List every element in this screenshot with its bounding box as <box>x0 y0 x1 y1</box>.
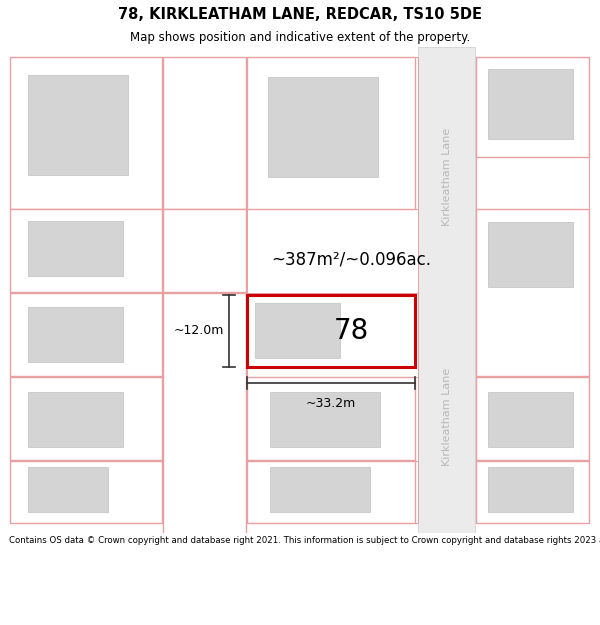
Bar <box>28 75 128 175</box>
Bar <box>418 47 475 533</box>
Text: Kirkleatham Lane: Kirkleatham Lane <box>442 128 452 226</box>
Text: Kirkleatham Lane: Kirkleatham Lane <box>442 368 452 466</box>
Bar <box>163 293 246 539</box>
Bar <box>10 377 162 460</box>
Bar <box>268 77 378 177</box>
Text: ~12.0m: ~12.0m <box>173 324 224 338</box>
Bar <box>28 467 108 512</box>
Text: Contains OS data © Crown copyright and database right 2021. This information is : Contains OS data © Crown copyright and d… <box>9 536 600 545</box>
Bar <box>476 377 589 460</box>
Bar <box>488 467 573 512</box>
Bar <box>247 377 415 460</box>
Bar <box>10 209 162 292</box>
Bar <box>10 461 162 523</box>
Bar <box>270 467 370 512</box>
Text: ~387m²/~0.096ac.: ~387m²/~0.096ac. <box>271 251 431 269</box>
Bar <box>28 307 123 362</box>
Bar <box>476 57 589 157</box>
Bar <box>163 57 246 209</box>
Bar <box>488 69 573 139</box>
Bar <box>488 222 573 287</box>
Bar <box>270 392 380 447</box>
Text: ~33.2m: ~33.2m <box>306 397 356 410</box>
Text: 78, KIRKLEATHAM LANE, REDCAR, TS10 5DE: 78, KIRKLEATHAM LANE, REDCAR, TS10 5DE <box>118 7 482 22</box>
Bar <box>476 461 589 523</box>
Bar <box>247 295 415 367</box>
Bar <box>28 392 123 447</box>
Bar <box>476 209 589 376</box>
Bar <box>163 209 246 292</box>
Bar <box>10 57 162 209</box>
Bar <box>255 303 340 358</box>
Bar <box>247 461 415 523</box>
Bar <box>10 293 162 376</box>
Text: Map shows position and indicative extent of the property.: Map shows position and indicative extent… <box>130 31 470 44</box>
Text: 78: 78 <box>334 317 368 345</box>
Bar <box>28 221 123 276</box>
Bar <box>247 57 415 209</box>
Bar <box>488 392 573 447</box>
